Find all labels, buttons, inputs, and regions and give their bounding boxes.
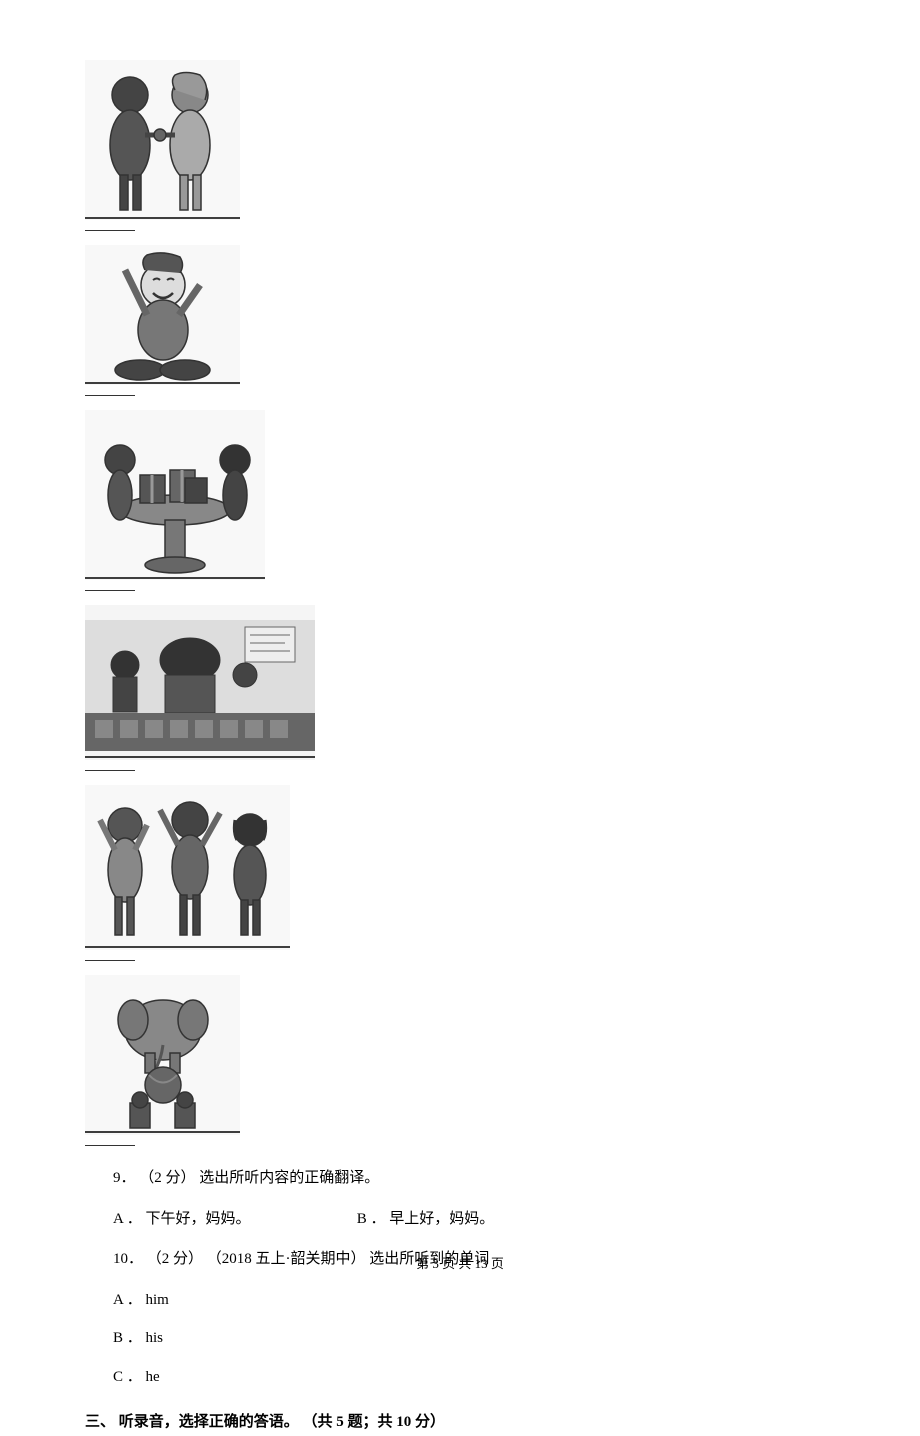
q10-option-a[interactable]: A ． him <box>113 1286 835 1315</box>
q9-number: 9． <box>113 1170 136 1186</box>
answer-blank-6[interactable] <box>85 1145 135 1146</box>
q9-prompt: 选出所听内容的正确翻译。 <box>199 1170 379 1186</box>
image-crowd-scene <box>85 605 315 760</box>
answer-blank-4[interactable] <box>85 770 135 771</box>
q9-option-b[interactable]: B ． 早上好，妈妈。 <box>357 1205 495 1234</box>
image-people-shaking-hands <box>85 60 240 220</box>
q9-points: （2 分） <box>139 1170 195 1186</box>
question-9: 9． （2 分） 选出所听内容的正确翻译。 <box>113 1164 835 1193</box>
q10-option-b[interactable]: B ． his <box>113 1324 835 1353</box>
image-child-arms-up <box>85 245 240 385</box>
listening-image-3 <box>85 410 835 597</box>
listening-image-5 <box>85 785 835 967</box>
image-elephant-on-ball <box>85 975 240 1135</box>
listening-image-2 <box>85 245 835 402</box>
answer-blank-5[interactable] <box>85 960 135 961</box>
listening-image-6 <box>85 975 835 1152</box>
answer-blank-3[interactable] <box>85 590 135 591</box>
page-footer: 第 3 页 共 13 页 <box>0 1253 920 1272</box>
image-three-kids-celebrating <box>85 785 290 950</box>
listening-image-4 <box>85 605 835 777</box>
section-3-heading: 三、 听录音，选择正确的答语。 （共 5 题；共 10 分） <box>85 1409 835 1436</box>
q9-options: A ． 下午好，妈妈。 B ． 早上好，妈妈。 <box>113 1205 835 1234</box>
answer-blank-1[interactable] <box>85 230 135 231</box>
listening-image-1 <box>85 60 835 237</box>
q10-option-c[interactable]: C ． he <box>113 1363 835 1392</box>
q9-option-a[interactable]: A ． 下午好，妈妈。 <box>113 1205 353 1234</box>
image-kids-presents-table <box>85 410 265 580</box>
answer-blank-2[interactable] <box>85 395 135 396</box>
